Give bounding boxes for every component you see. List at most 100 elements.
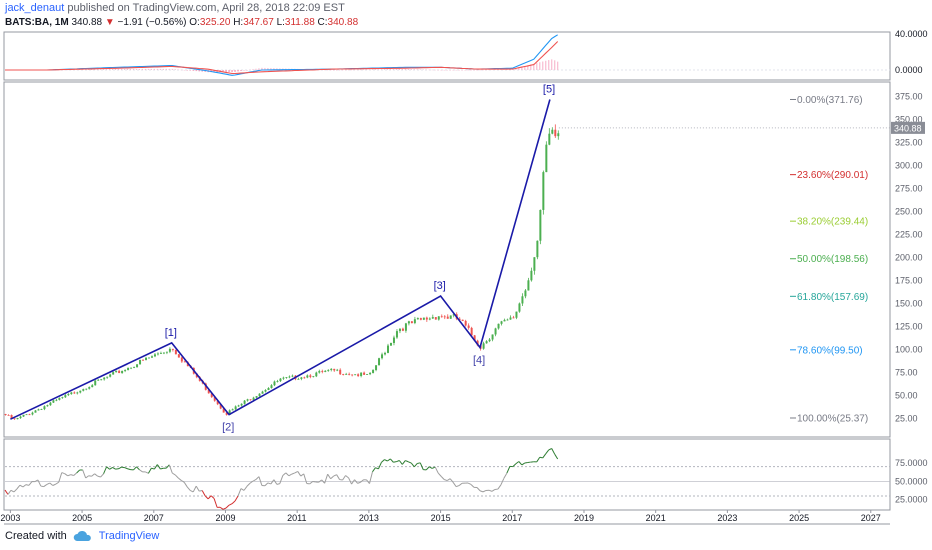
candle-body [76,392,79,394]
rsi-line-segment [85,475,89,479]
candle-body [94,380,97,386]
candle-body [273,381,276,386]
rsi-line-segment [243,485,248,491]
candle-body [375,365,378,371]
rsi-line-segment [428,466,433,469]
time-tick-label: 2025 [789,513,809,523]
author-link[interactable]: jack_denaut [5,2,65,14]
candle-body [130,367,133,369]
rsi-line-segment [180,480,185,483]
macd-histogram-bar [162,68,164,70]
macd-histogram-bar [222,70,224,73]
rsi-line-segment [387,458,391,462]
candle-body [354,374,357,376]
rsi-line-segment [467,482,472,485]
rsi-line-segment [521,462,526,466]
last-price: 340.88 [71,17,103,28]
rsi-line-segment [282,472,287,476]
elliott-wave-line [10,99,551,420]
price-panel-frame [3,81,891,438]
price-tick-label: 350.00 [895,114,923,124]
macd-panel-frame [3,31,891,81]
candle-body [446,316,449,319]
macd-histogram-bar [91,69,93,70]
candle-body [243,400,246,404]
rsi-line-segment [491,489,496,492]
rsi-line-segment [410,462,415,468]
candle-body [345,373,348,375]
rsi-line-segment [518,461,523,466]
candle-body [428,318,431,320]
macd-histogram-bar [270,68,272,70]
macd-histogram-bar [371,69,374,70]
rsi-line-segment [174,474,179,479]
candle-body [10,415,13,419]
macd-histogram-bar [138,68,141,70]
rsi-line-segment [545,449,550,455]
rsi-line-segment [4,489,9,495]
rsi-line-segment [34,479,39,483]
rsi-line-segment [279,475,284,484]
candle-body [482,343,485,349]
candle-body [52,400,55,403]
rsi-line-segment [318,479,322,483]
candle-body [13,418,16,420]
rsi-line-segment [500,478,505,485]
rsi-line-segment [270,479,275,485]
candle-body [440,316,443,318]
macd-histogram-bar [132,68,135,70]
macd-histogram-bar [261,67,263,70]
macd-histogram-bar [359,69,362,71]
price-tick-label: 275.00 [895,183,923,193]
macd-histogram-bar [416,69,418,70]
candle-body [357,374,360,376]
macd-histogram-bar [79,69,81,71]
candle-body [4,414,7,415]
macd-histogram-bar [377,69,380,70]
rsi-line-segment [368,471,373,484]
candle-body [61,397,64,399]
rsi-line-segment [366,479,370,484]
wave-label: [4] [473,355,485,367]
created-with-text: Created with [5,530,67,542]
macd-histogram-bar [461,70,463,71]
macd-histogram-bar [548,60,550,70]
rsi-line-segment [258,476,263,486]
rsi-line-segment [330,475,334,480]
rsi-line-segment [354,479,358,484]
macd-histogram-bar [392,69,394,70]
rsi-line-segment [246,482,251,487]
candle-body [360,372,363,376]
candle-body [31,412,34,415]
macd-histogram-bar [156,68,158,70]
rsi-line-segment [443,479,448,482]
candle-body [28,414,31,416]
candle-body [381,354,384,359]
candle-body [401,328,404,331]
fib-level-label: 61.80%(157.69) [797,292,868,303]
macd-histogram-bar [347,69,350,71]
macd-histogram-bar [237,70,239,72]
macd-histogram-bar [524,65,526,70]
candle-body [279,378,282,382]
candle-body [237,405,240,407]
candle-body [348,373,351,375]
rsi-line-segment [288,473,293,477]
rsi-line-segment [551,448,556,455]
macd-histogram-bar [407,69,409,70]
tradingview-brand-link[interactable]: TradingView [98,530,160,542]
rsi-line-segment [515,461,520,465]
rsi-line-segment [503,472,508,479]
macd-histogram-bar [76,69,78,71]
macd-histogram-bar [88,69,90,70]
candle-body [452,314,455,316]
candle-body [303,377,306,379]
macd-tick-label: 40.0000 [895,29,928,39]
rsi-line-segment [300,473,305,477]
macd-histogram-bar [428,69,430,71]
macd-histogram-bar [255,68,257,70]
candle-body [40,409,43,410]
rsi-line-segment [151,467,155,470]
rsi-line-segment [377,462,382,470]
